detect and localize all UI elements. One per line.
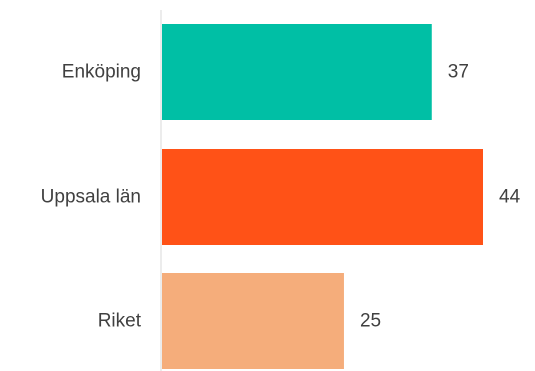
chart-marks: Enköping 37 Uppsala län 44 Riket 25 — [41, 24, 521, 369]
bar-uppsala-lan — [162, 149, 483, 245]
category-label-uppsala-lan: Uppsala län — [41, 187, 141, 208]
bar-enkoping — [162, 24, 432, 120]
value-label-enkoping: 37 — [448, 62, 469, 83]
value-label-riket: 25 — [360, 311, 381, 332]
bar-riket — [162, 273, 344, 369]
value-label-uppsala-lan: 44 — [499, 187, 521, 208]
category-label-riket: Riket — [98, 311, 142, 332]
category-label-enkoping: Enköping — [62, 62, 141, 83]
